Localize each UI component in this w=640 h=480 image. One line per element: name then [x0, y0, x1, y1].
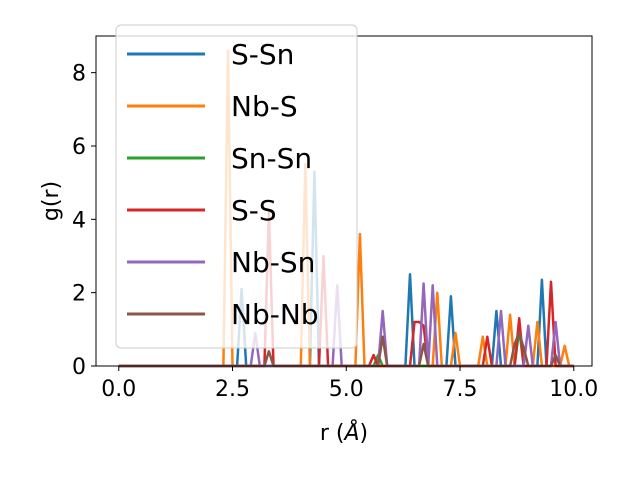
y-tick-label: 8	[72, 62, 86, 87]
legend-label: S-Sn	[231, 38, 294, 71]
x-tick-label: 5.0	[329, 377, 364, 402]
y-tick-label: 4	[72, 208, 86, 233]
x-tick-label: 7.5	[443, 377, 478, 402]
legend: S-Sn Nb-S Sn-Sn S-S Nb-Sn Nb-Nb	[115, 24, 358, 349]
y-tick-label: 0	[72, 355, 86, 380]
legend-label: Nb-Nb	[231, 298, 319, 331]
y-axis-label: g(r)	[39, 181, 64, 221]
legend-label: Nb-S	[231, 90, 298, 123]
x-axis: 0.0 2.5 5.0 7.5 10.0	[101, 366, 598, 402]
y-axis: 0 2 4 6 8	[72, 62, 96, 380]
legend-label: Sn-Sn	[231, 142, 312, 175]
y-tick-label: 2	[72, 282, 86, 307]
x-tick-label: 2.5	[215, 377, 250, 402]
x-tick-label: 0.0	[101, 377, 136, 402]
legend-label: S-S	[231, 194, 277, 227]
x-tick-label: 10.0	[549, 377, 598, 402]
legend-label: Nb-Sn	[231, 246, 315, 279]
y-tick-label: 6	[72, 135, 86, 160]
x-axis-label: r (Å)	[320, 419, 368, 446]
